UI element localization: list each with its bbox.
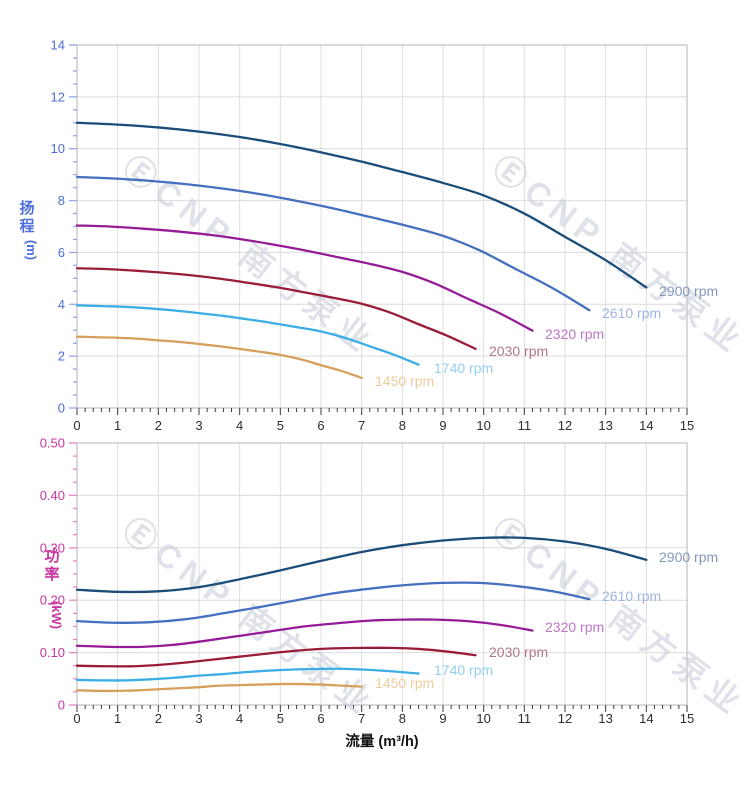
y-axis-title-char: 扬 [19,199,34,217]
curve-2320-rpm [75,618,534,649]
y-tick-label: 0.30 [40,540,65,555]
curve-label-1740-rpm: 1740 rpm [434,662,493,678]
x-tick-label: 5 [277,711,284,726]
curve-2320-rpm [75,224,534,332]
x-tick-label: 13 [598,711,612,726]
curve-1740-rpm [75,304,420,366]
x-tick-label: 1 [114,711,121,726]
curve-label-2320-rpm: 2320 rpm [545,326,604,342]
x-tick-label: 15 [680,418,694,433]
x-tick-label: 8 [399,418,406,433]
x-tick-label: 13 [598,418,612,433]
x-tick-label: 11 [518,711,532,726]
curve-1740-rpm [75,667,420,682]
curve-1450-rpm [75,682,363,693]
curve-2610-rpm [75,581,591,624]
x-tick-label: 7 [358,418,365,433]
curve-label-1740-rpm: 1740 rpm [434,360,493,376]
x-tick-label: 14 [639,418,653,433]
y-axis-title-char: 程 [19,218,34,235]
x-tick-label: 0 [73,418,80,433]
y-axis-title-char: 率 [44,565,59,583]
x-tick-label: 10 [476,711,490,726]
x-tick-label: 10 [476,418,490,433]
x-tick-label: 0 [73,711,80,726]
y-tick-label: 2 [58,349,65,364]
curve-label-2610-rpm: 2610 rpm [602,588,661,604]
x-tick-label: 4 [236,418,243,433]
x-tick-label: 6 [317,418,324,433]
brand-watermark: ⒺCNP 南方泵业 [486,148,752,362]
y-tick-label: 0.20 [40,593,65,608]
brand-watermark: ⒺCNP 南方泵业 [116,148,383,362]
x-tick-label: 11 [518,418,532,433]
curve-1450-rpm [75,335,363,380]
curve-2030-rpm [75,646,477,668]
y-axis-unit: (kW) [49,601,64,629]
y-tick-label: 0 [58,698,65,713]
x-tick-label: 5 [277,418,284,433]
curve-2900-rpm [75,536,648,594]
y-axis-title-char: 功 [44,548,59,565]
x-tick-label: 14 [639,711,653,726]
y-tick-label: 0.40 [40,488,65,503]
y-axis-unit: (m) [24,240,39,260]
x-tick-label: 1 [114,418,121,433]
x-tick-label: 3 [195,418,202,433]
x-tick-label: 3 [195,711,202,726]
y-tick-label: 0.50 [40,436,65,451]
x-tick-label: 4 [236,711,243,726]
curve-label-2900-rpm: 2900 rpm [659,283,718,299]
x-tick-label: 7 [358,711,365,726]
x-tick-label: 12 [558,418,572,433]
x-tick-label: 2 [155,711,162,726]
y-tick-label: 0 [58,401,65,416]
y-tick-label: 14 [51,38,65,53]
y-tick-label: 4 [58,297,65,312]
y-tick-label: 12 [51,89,65,104]
y-tick-label: 8 [58,193,65,208]
brand-watermark: ⒺCNP 南方泵业 [486,510,752,724]
x-tick-label: 8 [399,711,406,726]
curve-label-2900-rpm: 2900 rpm [659,549,718,565]
curve-2900-rpm [75,121,648,289]
x-tick-label: 6 [317,711,324,726]
curve-label-1450-rpm: 1450 rpm [375,675,434,691]
y-tick-label: 6 [58,245,65,260]
x-tick-label: 9 [439,418,446,433]
x-tick-label: 2 [155,418,162,433]
curve-label-2610-rpm: 2610 rpm [602,305,661,321]
curve-label-2030-rpm: 2030 rpm [489,644,548,660]
x-axis-title: 流量 (m³/h) [345,732,418,750]
brand-watermark: ⒺCNP 南方泵业 [116,510,383,724]
curve-label-2030-rpm: 2030 rpm [489,343,548,359]
curve-label-1450-rpm: 1450 rpm [375,373,434,389]
x-tick-label: 12 [558,711,572,726]
y-tick-label: 10 [51,141,65,156]
x-tick-label: 9 [439,711,446,726]
curve-label-2320-rpm: 2320 rpm [545,619,604,635]
y-tick-label: 0.10 [40,645,65,660]
curve-2030-rpm [75,267,477,351]
x-tick-label: 15 [680,711,694,726]
curve-2610-rpm [75,175,591,312]
